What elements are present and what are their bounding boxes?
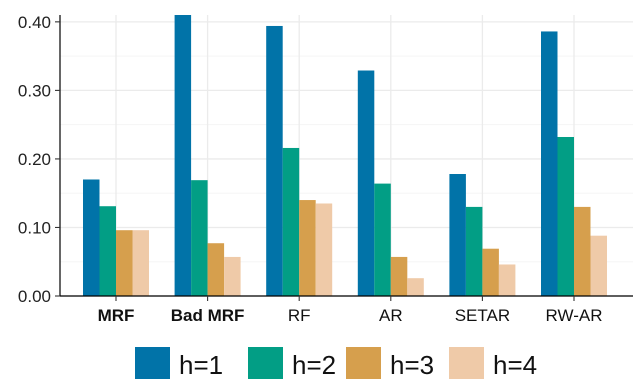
- bar-h=1-rw-ar: [541, 31, 558, 296]
- y-tick-label: 0.30: [18, 81, 51, 100]
- bar-h=2-bad-mrf: [191, 180, 208, 296]
- bar-h=4-ar: [407, 278, 424, 296]
- bar-h=3-rf: [299, 200, 316, 296]
- legend-item-h=2: h=2: [248, 347, 336, 379]
- bar-h=1-setar: [449, 174, 466, 296]
- bar-h=4-rf: [315, 203, 333, 296]
- bar-h=3-mrf: [116, 230, 133, 296]
- bar-h=4-rw-ar: [590, 235, 607, 296]
- y-tick-label: 0.10: [18, 218, 51, 237]
- x-tick-label: AR: [379, 306, 403, 325]
- legend-label: h=1: [179, 350, 223, 379]
- axes: [59, 15, 633, 297]
- x-tick-label: SETAR: [455, 306, 510, 325]
- bar-h=4-setar: [498, 264, 516, 296]
- bar-h=2-ar: [374, 183, 391, 296]
- bar-h=1-mrf: [83, 179, 100, 296]
- x-axis-ticks: MRF Bad MRF RF AR SETAR RW-AR: [98, 296, 603, 325]
- x-tick-label: RW-AR: [546, 306, 603, 325]
- x-tick-label: MRF: [98, 306, 135, 325]
- legend-key: [135, 347, 170, 379]
- bar-h=1-bad-mrf: [174, 15, 192, 296]
- bar-h=1-rf: [266, 25, 283, 297]
- bar-h=2-rf: [282, 147, 300, 296]
- bars: [83, 15, 607, 297]
- bar-h=3-setar: [482, 248, 499, 296]
- legend: h=1 h=2 h=3 h=4: [135, 347, 537, 379]
- legend-item-h=4: h=4: [449, 347, 537, 379]
- legend-key: [248, 347, 283, 379]
- bar-h=2-setar: [465, 206, 483, 296]
- x-tick-label: Bad MRF: [171, 306, 245, 325]
- y-axis-ticks: 0.00 0.10 0.20 0.30 0.40: [18, 13, 60, 306]
- y-tick-label: 0.40: [18, 13, 51, 32]
- bar-h=4-mrf: [132, 230, 149, 296]
- legend-item-h=1: h=1: [135, 347, 223, 379]
- bar-h=1-ar: [357, 70, 375, 296]
- legend-key: [449, 347, 484, 379]
- y-tick-label: 0.20: [18, 150, 51, 169]
- legend-item-h=3: h=3: [346, 347, 434, 379]
- legend-label: h=4: [493, 350, 537, 379]
- x-tick-label: RF: [288, 306, 311, 325]
- bar-h=3-bad-mrf: [207, 243, 225, 296]
- bar-h=3-rw-ar: [574, 206, 591, 296]
- bar-h=2-mrf: [99, 206, 116, 296]
- legend-label: h=2: [292, 350, 336, 379]
- bar-h=2-rw-ar: [557, 136, 574, 296]
- bar-h=3-ar: [390, 256, 408, 296]
- legend-label: h=3: [390, 350, 434, 379]
- legend-key: [346, 347, 381, 379]
- bar-h=4-bad-mrf: [224, 256, 241, 296]
- y-tick-label: 0.00: [18, 287, 51, 306]
